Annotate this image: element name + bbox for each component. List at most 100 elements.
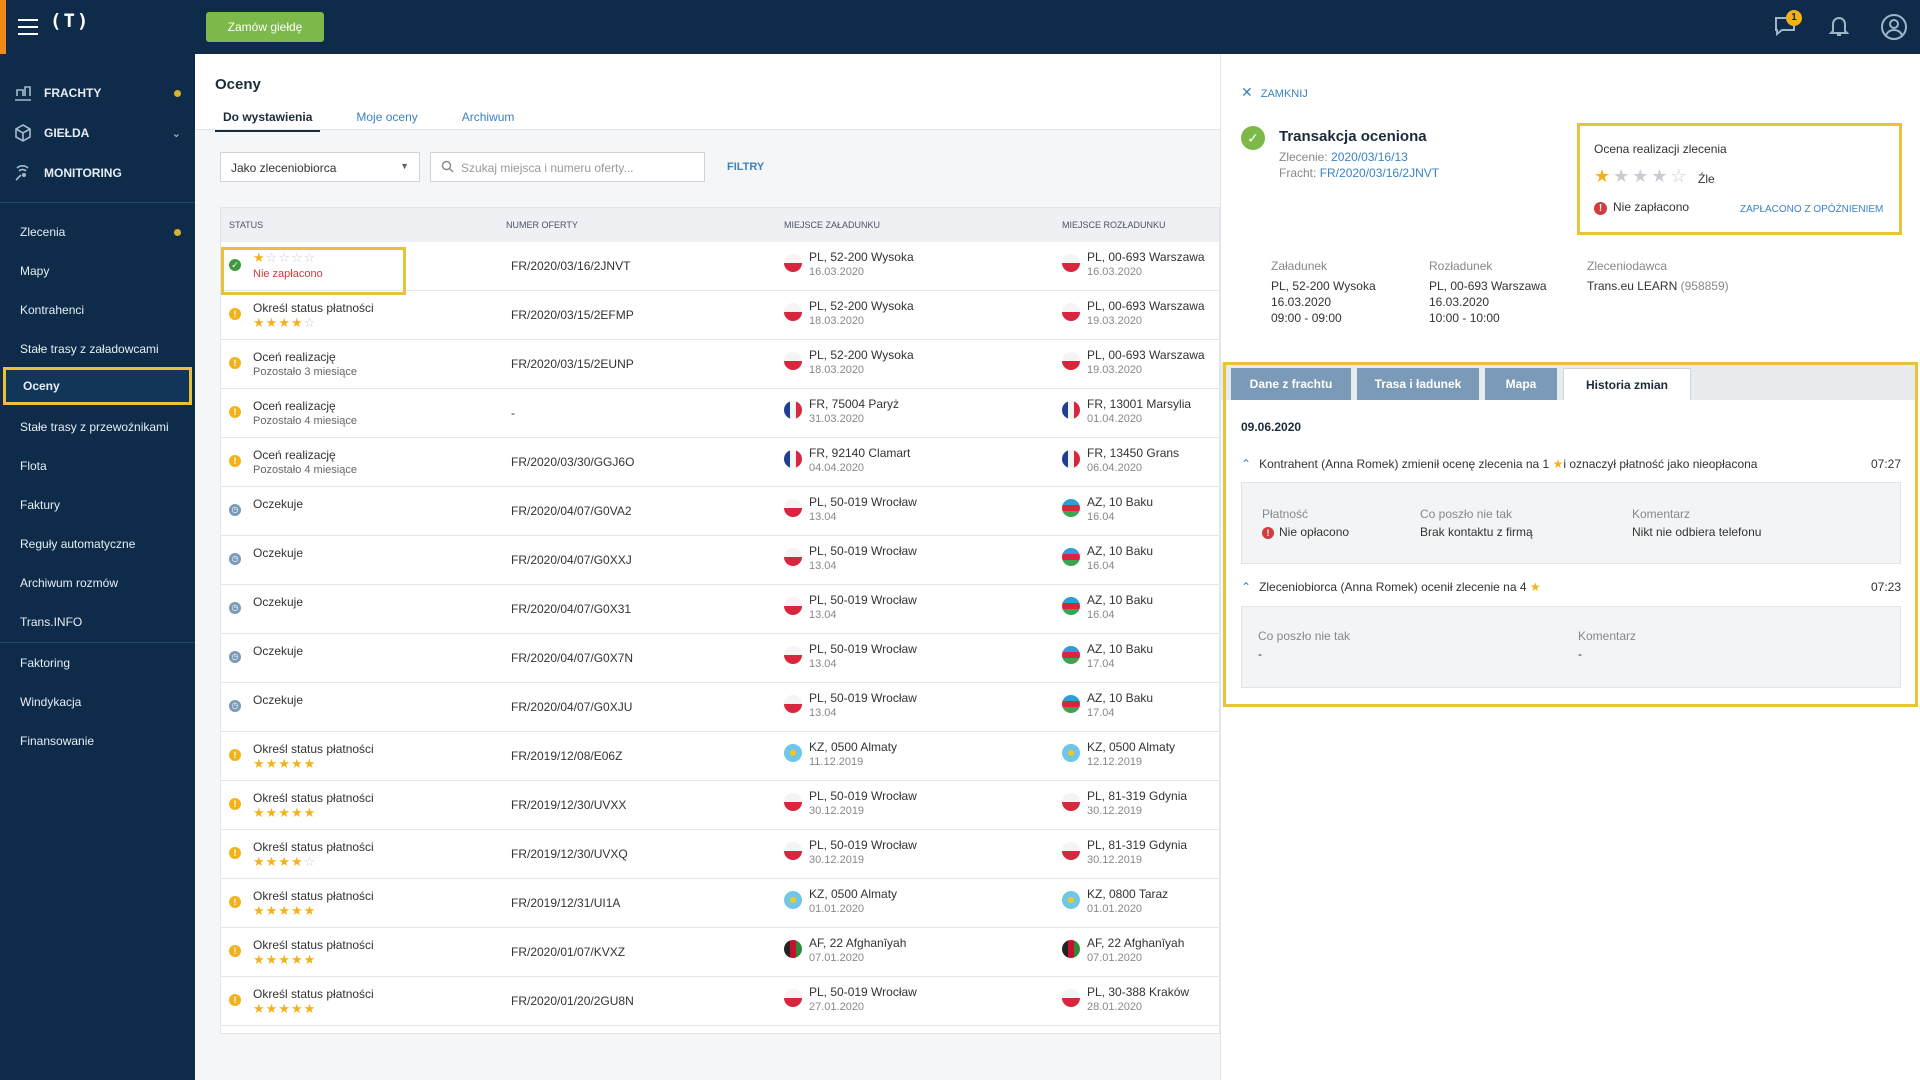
loading-time: 09:00 - 09:00: [1271, 311, 1342, 325]
offer-number[interactable]: FR/2020/01/20/2GU8N: [511, 994, 634, 1008]
history-entry[interactable]: ⌃ Kontrahent (Anna Romek) zmienił ocenę z…: [1241, 457, 1901, 471]
menu-icon[interactable]: [18, 19, 38, 35]
freight-label: Fracht:: [1279, 166, 1317, 180]
order-link[interactable]: 2020/03/16/13: [1331, 150, 1408, 164]
table-row[interactable]: ! Określ status płatności ★★★★☆ FR/2019/12/…: [221, 830, 1221, 879]
tab-moje-oceny[interactable]: Moje oceny: [356, 110, 418, 124]
column-header-loading[interactable]: MIEJSCE ZAŁADUNKU: [784, 220, 881, 230]
table-row[interactable]: ✓ ★☆☆☆☆ Nie zapłacono FR/2020/03/16/2JNVT PL…: [221, 242, 1221, 291]
offer-number[interactable]: FR/2020/03/16/2JNVT: [511, 259, 631, 273]
sidebar-item-mapy[interactable]: Mapy: [0, 252, 195, 290]
bell-icon[interactable]: [1826, 13, 1852, 39]
sidebar-item-monitoring[interactable]: MONITORING: [0, 154, 195, 192]
offer-number[interactable]: FR/2019/12/30/UVXQ: [511, 847, 628, 861]
column-header-status[interactable]: STATUS: [229, 220, 264, 230]
sidebar-item-label: MONITORING: [44, 166, 122, 180]
sidebar-item-stale-trasy-zaladowcy[interactable]: Stałe trasy z załadowcami: [0, 330, 195, 368]
flag-icon: [784, 940, 802, 958]
offer-number[interactable]: FR/2020/04/07/G0XJU: [511, 700, 633, 714]
search-input[interactable]: Szukaj miejsca i numeru oferty...: [430, 152, 705, 182]
table-row[interactable]: ! Określ status płatności ★★★★★ FR/2020/01/…: [221, 977, 1221, 1026]
table-row[interactable]: ! Oceń realizację Pozostało 4 miesiące FR/2…: [221, 438, 1221, 487]
column-header-unloading[interactable]: MIEJSCE ROZŁADUNKU: [1062, 220, 1166, 230]
sidebar-item-windykacja[interactable]: Windykacja: [0, 683, 195, 721]
sidebar-item-stale-trasy-przewoznicy[interactable]: Stałe trasy z przewoźnikami: [0, 408, 195, 446]
tab-trasa-i-ladunek[interactable]: Trasa i ładunek: [1357, 368, 1479, 400]
logo[interactable]: (T): [50, 10, 91, 32]
tab-mapa[interactable]: Mapa: [1485, 368, 1557, 400]
offer-number[interactable]: FR/2020/04/07/G0VA2: [511, 504, 632, 518]
sidebar-item-frachty[interactable]: FRACHTY: [0, 74, 195, 112]
offer-number[interactable]: FR/2019/12/30/UVXX: [511, 798, 627, 812]
sidebar-item-trans-info[interactable]: Trans.INFO: [0, 603, 195, 641]
status-text: Określ status płatności: [253, 938, 374, 952]
tab-archiwum[interactable]: Archiwum: [461, 110, 515, 124]
sidebar-item-reguly[interactable]: Reguły automatyczne: [0, 525, 195, 563]
flag-icon: [784, 695, 802, 713]
offer-number[interactable]: FR/2019/12/08/E06Z: [511, 749, 623, 763]
place-name: PL, 00-693 Warszawa: [1087, 299, 1205, 313]
offer-number[interactable]: FR/2020/01/07/KVXZ: [511, 945, 626, 959]
table-row[interactable]: ! Określ status płatności ★★★★☆ FR/2020/03/…: [221, 291, 1221, 340]
offer-number[interactable]: FR/2020/04/07/G0X31: [511, 602, 632, 616]
sidebar-item-oceny[interactable]: Oceny: [3, 367, 192, 405]
card-heading: Komentarz: [1578, 629, 1637, 643]
sidebar-item-label: Oceny: [23, 379, 60, 393]
user-avatar-icon[interactable]: [1880, 13, 1907, 40]
sidebar-item-finansowanie[interactable]: Finansowanie: [0, 722, 195, 760]
sidebar-item-label: Kontrahenci: [20, 303, 85, 317]
filters-button[interactable]: FILTRY: [727, 161, 765, 173]
offer-number[interactable]: -: [511, 406, 515, 420]
caret-down-icon: ▼: [400, 161, 409, 171]
sidebar-item-archiwum-rozmow[interactable]: Archiwum rozmów: [0, 564, 195, 602]
table-row[interactable]: ◷ Oczekuje FR/2020/04/07/G0VA2 PL, 50-019 W…: [221, 487, 1221, 536]
place-name: PL, 52-200 Wysoka: [809, 348, 914, 362]
column-header-offer[interactable]: NUMER OFERTY: [506, 220, 578, 230]
freight-link[interactable]: FR/2020/03/16/2JNVT: [1319, 166, 1440, 180]
table-row[interactable]: ◷ Oczekuje FR/2020/04/07/G0X7N PL, 50-019 W…: [221, 634, 1221, 683]
sidebar-item-gielda[interactable]: GIEŁDA ⌄: [0, 114, 195, 152]
sidebar-item-zlecenia[interactable]: Zlecenia: [0, 213, 195, 251]
history-entry[interactable]: ⌃ Zleceniobiorca (Anna Romek) ocenił zlec…: [1241, 580, 1901, 594]
chevron-up-icon: ⌃: [1241, 457, 1252, 471]
paid-late-button[interactable]: ZAPŁACONO Z OPÓŹNIENIEM: [1740, 204, 1884, 215]
table-row[interactable]: ◷ Oczekuje FR/2020/04/07/G0XXJ PL, 50-019 W…: [221, 536, 1221, 585]
card-value: -: [1258, 647, 1262, 661]
sidebar-item-faktury[interactable]: Faktury: [0, 486, 195, 524]
sidebar-item-label: Flota: [20, 459, 47, 473]
table-row[interactable]: ! Określ status płatności ★★★★★ FR/2019/12/…: [221, 732, 1221, 781]
place-date: 28.01.2020: [1087, 1001, 1143, 1013]
table-row[interactable]: ! Oceń realizację Pozostało 3 miesiące FR/2…: [221, 340, 1221, 389]
sidebar-item-kontrahenci[interactable]: Kontrahenci: [0, 291, 195, 329]
table-row[interactable]: ! Określ status płatności ★★★★★ FR/2020/01/…: [221, 928, 1221, 977]
role-select[interactable]: Jako zleceniobiorca ▼: [220, 152, 420, 182]
order-exchange-button[interactable]: Zamów giełdę: [206, 12, 324, 42]
table-row[interactable]: ◷ Oczekuje FR/2020/04/07/G0XJU PL, 50-019 W…: [221, 683, 1221, 732]
table-row[interactable]: ! Oceń realizację Pozostało 4 miesiące - FR,…: [221, 389, 1221, 438]
rating-box: Ocena realizacji zlecenia ★★★★☆ Źle ! Nie…: [1577, 123, 1902, 235]
loading-heading: Załadunek: [1271, 259, 1328, 273]
clock-icon: ◷: [229, 700, 241, 712]
sidebar-item-faktoring[interactable]: Faktoring: [0, 644, 195, 682]
offer-number[interactable]: FR/2020/03/30/GGJ6O: [511, 455, 635, 469]
table-row[interactable]: ! Określ status płatności ★★★★★ FR/2019/12/…: [221, 879, 1221, 928]
offer-number[interactable]: FR/2020/04/07/G0XXJ: [511, 553, 632, 567]
tab-do-wystawienia[interactable]: Do wystawienia: [215, 104, 321, 132]
table-row[interactable]: ◷ Oczekuje FR/2020/04/07/G0X31 PL, 50-019 W…: [221, 585, 1221, 634]
sidebar-item-flota[interactable]: Flota: [0, 447, 195, 485]
table-row[interactable]: ! Określ status płatności ★★★★★ FR/2019/12/…: [221, 781, 1221, 830]
rating-stars: ★★★★☆: [1594, 166, 1690, 186]
place-name: AZ, 10 Baku: [1087, 593, 1154, 607]
history-entry-time: 07:27: [1870, 457, 1901, 471]
offer-number[interactable]: FR/2020/03/15/2EUNP: [511, 357, 634, 371]
status-text: Określ status płatności: [253, 840, 374, 854]
tab-historia-zmian[interactable]: Historia zmian: [1563, 368, 1691, 400]
sidebar-divider: [0, 202, 195, 203]
tab-dane-z-frachtu[interactable]: Dane z frachtu: [1231, 368, 1351, 400]
close-button[interactable]: ✕ ZAMKNIJ: [1241, 84, 1308, 101]
offer-number[interactable]: FR/2020/04/07/G0X7N: [511, 651, 634, 665]
place-date: 13.04: [809, 609, 837, 621]
offer-number[interactable]: FR/2019/12/31/UI1A: [511, 896, 621, 910]
offer-number[interactable]: FR/2020/03/15/2EFMP: [511, 308, 634, 322]
place-date: 01.01.2020: [809, 903, 865, 915]
